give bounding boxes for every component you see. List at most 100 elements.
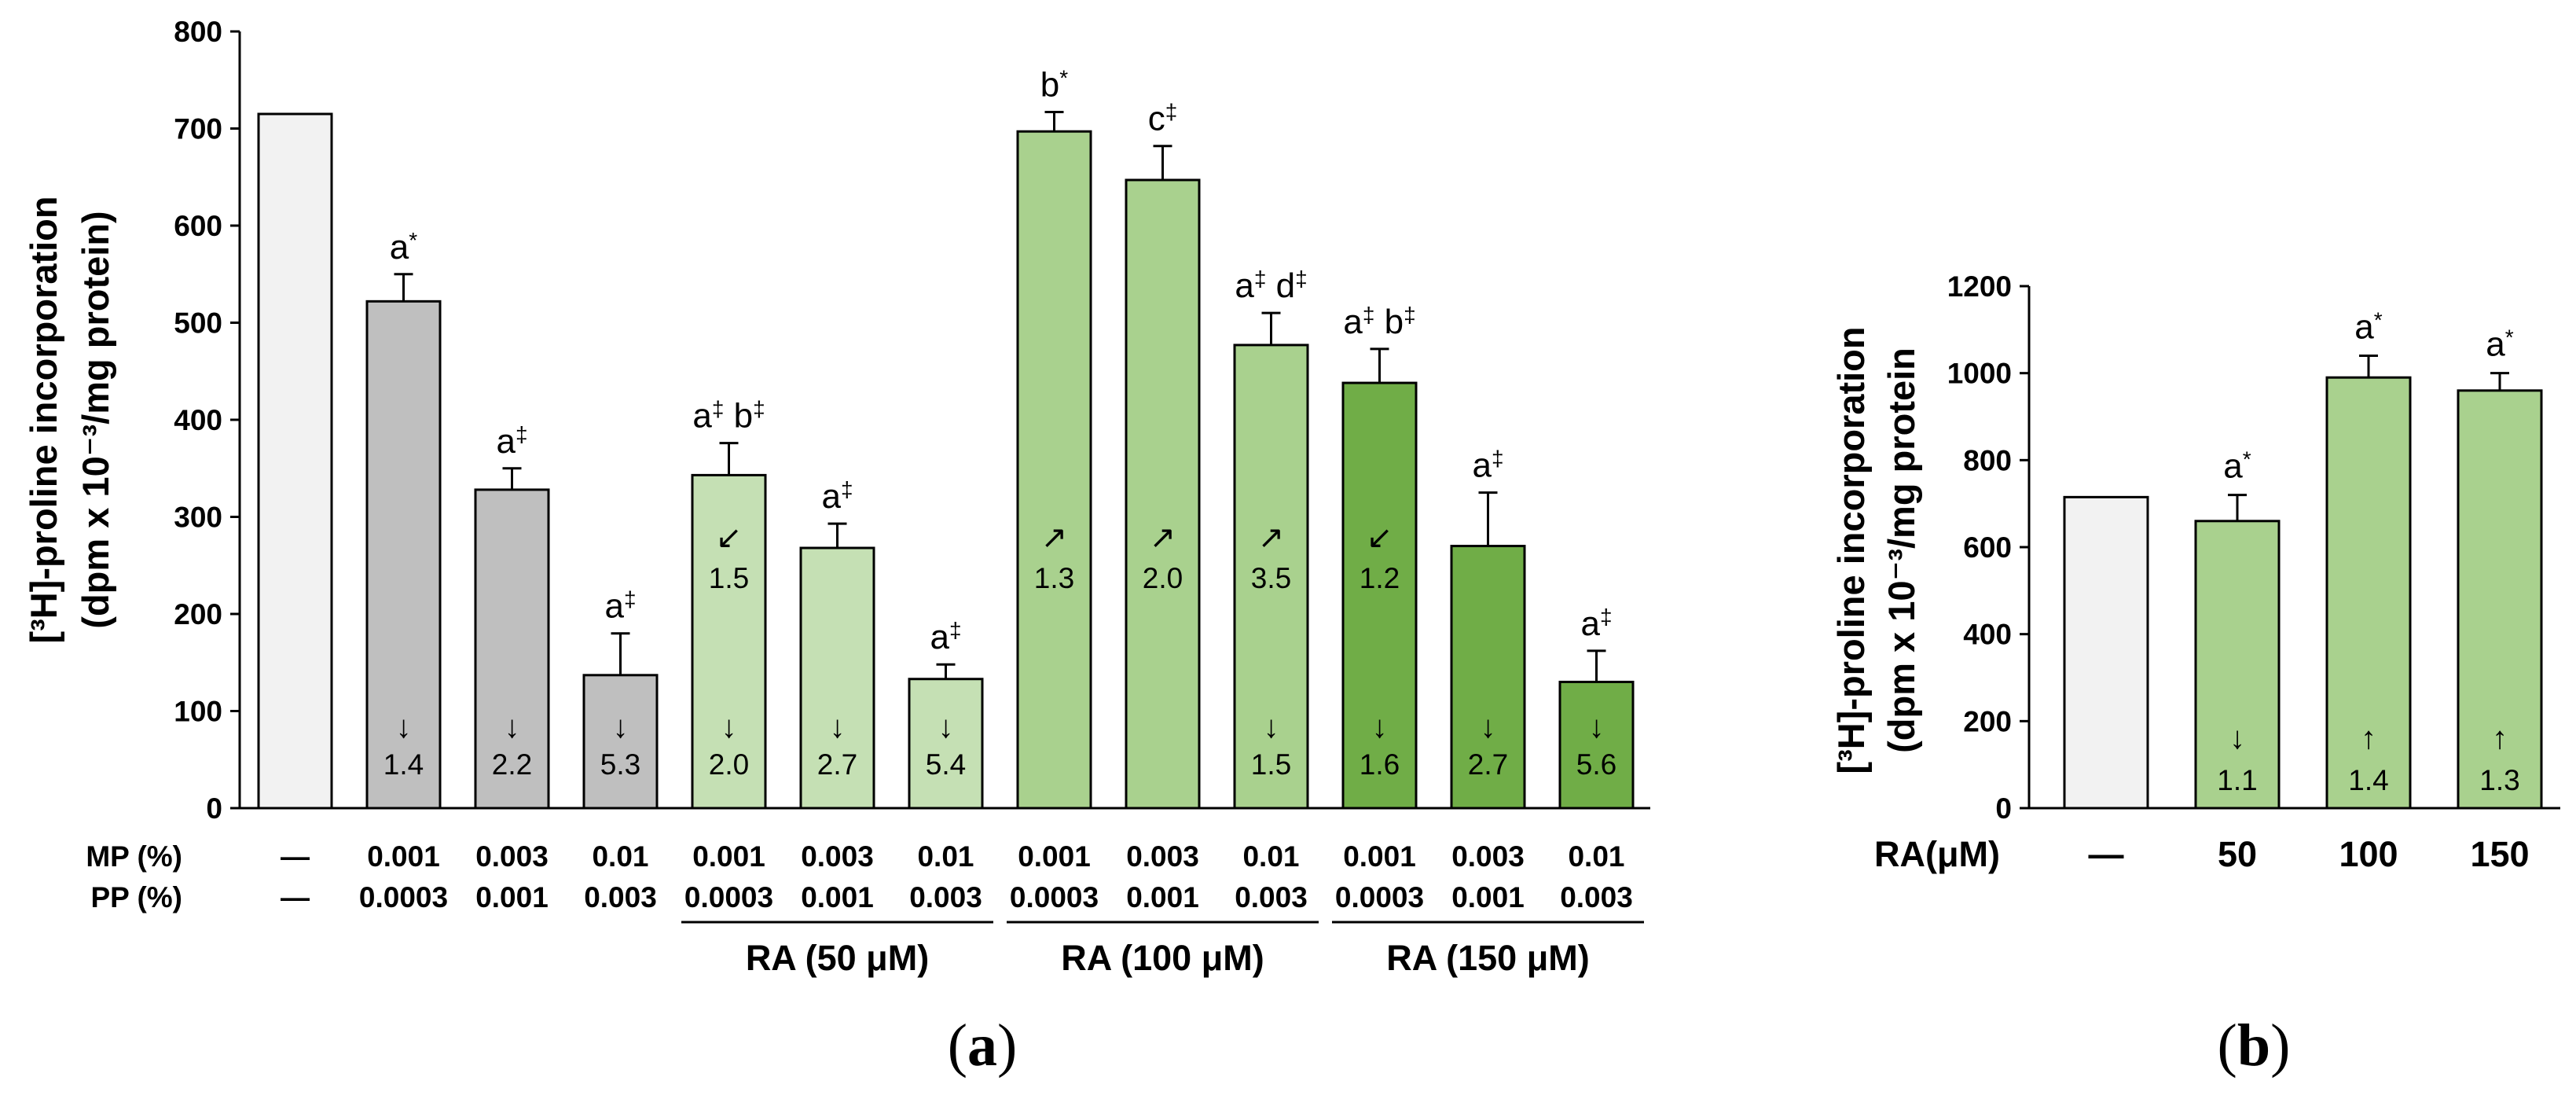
fold-value-low-a: 2.7: [1468, 748, 1508, 781]
fold-arrow-low-a: ↓: [613, 710, 629, 744]
bar-a: [908, 678, 984, 810]
bar-a: [1016, 130, 1092, 810]
significance-label-a: c‡: [1148, 100, 1178, 138]
pp-value: 0.003: [1235, 881, 1308, 913]
fold-arrow-low-a: ↓: [1372, 710, 1388, 744]
y-axis-label-a-line1: [³H]-proline incorporation: [23, 196, 64, 643]
bar-a: [1341, 381, 1418, 810]
fold-arrow-mid-a: ↗: [1041, 520, 1068, 555]
chart-b: 0 200 400 600 800 1000 1200 [³H]-proline incorp…: [1830, 270, 2560, 874]
bar-a: [1233, 344, 1309, 810]
significance-label-a-mark: ‡: [1254, 266, 1267, 291]
fold-arrow-mid-a: ↗: [1150, 520, 1176, 555]
mp-row-label: MP (%): [86, 840, 182, 873]
significance-label-a-letter: a: [496, 422, 516, 461]
fold-arrow-low-a: ↓: [1589, 710, 1605, 744]
fold-arrow-mid-a: ↙: [716, 520, 743, 555]
bar-b: [2194, 520, 2281, 810]
fold-arrow-low-a: ↓: [1481, 710, 1496, 744]
significance-label-a-letter: a: [604, 587, 624, 626]
fold-value-mid-a: 3.5: [1251, 562, 1291, 594]
y-tick-label-b: 400: [1963, 619, 2012, 651]
y-tick-label-a: 100: [174, 696, 222, 728]
bar-b: [2063, 495, 2149, 810]
fold-value-low-a: 2.0: [709, 748, 749, 781]
pp-value: 0.001: [1451, 881, 1525, 913]
significance-label-a-letter2: b: [724, 397, 753, 436]
mp-value: 0.003: [1126, 840, 1199, 873]
fold-arrow-low-a: ↓: [1264, 710, 1279, 744]
bar-a: [799, 546, 875, 810]
ra-value: 150: [2470, 834, 2529, 874]
fold-value-b: 1.3: [2479, 764, 2519, 796]
significance-label-b-letter: a: [2223, 447, 2243, 486]
y-tick-label-b: 0: [1995, 792, 2012, 825]
fold-arrow-b: ↓: [2229, 721, 2245, 755]
mp-value: 0.001: [1343, 840, 1416, 873]
pp-value: —: [281, 881, 310, 913]
significance-label-a-letter: c: [1148, 100, 1165, 138]
y-tick-label-b: 600: [1963, 531, 2012, 564]
y-axis-label-a-line2: (dpm x 10⁻³/mg protein): [75, 211, 116, 628]
significance-label-b: a*: [2223, 447, 2251, 486]
fold-value-low-a: 1.6: [1360, 748, 1400, 781]
pp-value: 0.001: [475, 881, 549, 913]
significance-label-a-mark: ‡: [949, 618, 962, 642]
mp-value: 0.001: [1018, 840, 1091, 873]
significance-label-a: a‡: [821, 477, 853, 516]
y-tick-label-a: 600: [174, 210, 222, 242]
group-label: RA (150 μM): [1386, 938, 1589, 978]
significance-label-a-mark: ‡: [712, 397, 725, 421]
fold-arrow-low-a: ↓: [721, 710, 737, 744]
y-axis-label-b-line1: [³H]-proline incorporation: [1830, 326, 1872, 774]
significance-label-b-letter: a: [2354, 308, 2374, 347]
significance-label-b-mark: *: [2243, 447, 2251, 472]
mp-value: 0.01: [1242, 840, 1299, 873]
significance-label-a-letter: b: [1040, 66, 1059, 105]
fold-value-b: 1.1: [2217, 764, 2257, 796]
pp-value: 0.003: [1560, 881, 1633, 913]
significance-label-a: a‡ b‡: [1343, 303, 1415, 341]
significance-label-a-letter: a: [1343, 303, 1363, 341]
fold-value-mid-a: 2.0: [1143, 562, 1183, 594]
significance-label-a-mark: ‡: [1600, 605, 1613, 629]
significance-label-a-letter: a: [821, 477, 841, 516]
fold-value-b: 1.4: [2348, 764, 2388, 796]
significance-label-a: a‡ b‡: [692, 397, 765, 436]
mp-value: 0.01: [1568, 840, 1624, 873]
significance-label-a-mark: ‡: [624, 587, 637, 612]
pp-value: 0.0003: [359, 881, 448, 913]
fold-value-low-a: 2.2: [492, 748, 532, 781]
panel-letter-b: b: [2237, 1013, 2270, 1079]
significance-label-a-mark: ‡: [1363, 303, 1375, 327]
pp-row-label: PP (%): [90, 881, 182, 913]
significance-label-a: a‡: [1472, 447, 1503, 485]
significance-label-a-mark2: ‡: [753, 397, 765, 421]
significance-label-a-letter: a: [692, 397, 712, 436]
y-tick-label-a: 0: [206, 792, 222, 825]
significance-label-b-mark: *: [2505, 325, 2514, 350]
chart-a: 0 100 200 300 400 500 600 700 800 [³H]-proline in…: [23, 16, 1650, 978]
bar-b: [2457, 389, 2543, 810]
bar-a: [691, 473, 767, 810]
mp-value: 0.003: [475, 840, 549, 873]
fold-arrow-low-a: ↓: [505, 710, 520, 744]
y-tick-label-a: 800: [174, 16, 222, 48]
y-axis-label-b-line2: (dpm x 10⁻³/mg protein: [1881, 347, 1922, 753]
panel-label-a: (a): [948, 1013, 1018, 1079]
fold-value-low-a: 1.4: [383, 748, 424, 781]
panel-label-b: (b): [2218, 1013, 2291, 1079]
bar-a: [1450, 545, 1526, 810]
significance-label-b-mark: *: [2374, 308, 2383, 333]
significance-label-a-mark: *: [409, 228, 417, 252]
significance-label-a-letter: a: [1472, 447, 1492, 485]
pp-value: 0.001: [801, 881, 874, 913]
fold-value-low-a: 1.5: [1251, 748, 1291, 781]
ra-value: —: [2089, 834, 2124, 874]
significance-label-a-letter2: d: [1266, 266, 1295, 305]
y-tick-label-b: 200: [1963, 705, 2012, 737]
y-tick-label-a: 400: [174, 404, 222, 436]
significance-label-a-mark2: ‡: [1404, 303, 1416, 327]
mp-value: 0.01: [592, 840, 648, 873]
